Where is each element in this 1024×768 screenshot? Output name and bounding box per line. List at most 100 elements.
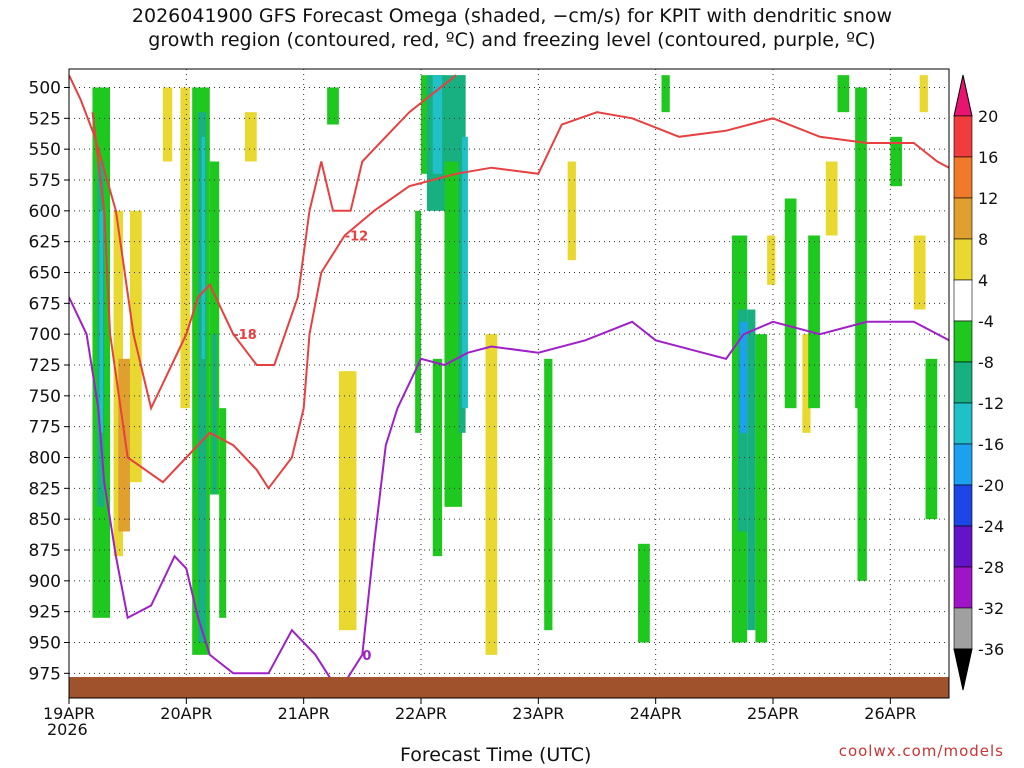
omega-cell-31 — [747, 309, 756, 631]
omega-cell-18 — [444, 161, 463, 507]
colorbar-swatch-13 — [953, 607, 973, 650]
chart-title: 2026041900 GFS Forecast Omega (shaded, −… — [0, 4, 1024, 52]
y-tick-label-2: 550 — [29, 140, 61, 160]
colorbar-label-6: -8 — [978, 353, 994, 372]
y-tick-label-0: 500 — [29, 79, 61, 99]
colorbar-label-7: -12 — [978, 394, 1004, 413]
omega-cell-8 — [201, 136, 206, 359]
x-tick-label-1: 20APR — [160, 704, 212, 723]
colorbar-swatch-4 — [953, 238, 973, 281]
colorbar-label-10: -24 — [978, 517, 1004, 536]
grid-lines — [69, 69, 949, 698]
omega-cell-19 — [458, 75, 466, 433]
y-tick-label-15: 875 — [29, 541, 61, 561]
contour--18 — [69, 74, 457, 412]
colorbar-swatch-9 — [953, 443, 973, 486]
omega-cell-9 — [209, 161, 220, 495]
omega-cell-24 — [544, 358, 553, 631]
colorbar-label-1: 16 — [978, 148, 998, 167]
colorbar-swatch-1 — [953, 115, 973, 158]
contour-label--18: -18 — [233, 328, 257, 343]
colorbar-arrow-bottom — [953, 648, 973, 691]
colorbar: 20 16 12 8 4 -4 -8 -12 -16 -20 -24 -28 -32 -36 — [953, 74, 1004, 691]
contour-label--12: -12 — [345, 230, 369, 245]
omega-cell-14 — [245, 112, 257, 162]
colorbar-swatch-7 — [953, 361, 973, 404]
y-tick-label-12: 800 — [29, 449, 61, 469]
omega-cell-30 — [740, 321, 748, 433]
omega-cell-34 — [784, 198, 797, 409]
x-tick-label-3: 22APR — [395, 704, 447, 723]
y-tick-label-1: 525 — [29, 109, 61, 129]
omega-cell-44 — [162, 87, 173, 162]
omega-shading — [92, 75, 938, 655]
y-tick-label-3: 575 — [29, 171, 61, 191]
colorbar-swatch-6 — [953, 320, 973, 363]
colorbar-label-2: 12 — [978, 189, 998, 208]
omega-cell-27 — [661, 75, 670, 113]
y-tick-label-11: 775 — [29, 418, 61, 438]
y-tick-label-13: 825 — [29, 479, 61, 499]
colorbar-label-5: -4 — [978, 312, 994, 331]
omega-cell-17 — [432, 75, 443, 174]
y-tick-label-6: 650 — [29, 264, 61, 284]
colorbar-label-12: -32 — [978, 599, 1004, 618]
y-tick-label-7: 675 — [29, 294, 61, 314]
colorbar-arrow-top — [953, 74, 973, 117]
colorbar-label-13: -36 — [978, 640, 1004, 659]
colorbar-swatch-11 — [953, 525, 973, 568]
colorbar-swatch-10 — [953, 484, 973, 527]
omega-cell-40 — [890, 136, 903, 187]
x-year-label: 2026 — [47, 720, 88, 739]
y-tick-label-10: 750 — [29, 387, 61, 407]
y-tick-label-5: 625 — [29, 233, 61, 253]
contour-0 — [69, 296, 949, 694]
omega-cell-23 — [485, 334, 498, 655]
chart-title-line-1: 2026041900 GFS Forecast Omega (shaded, −… — [131, 5, 893, 27]
x-axis-label: Forecast Time (UTC) — [400, 744, 592, 766]
omega-cell-7 — [198, 112, 207, 643]
omega-cell-2 — [99, 210, 104, 433]
omega-cell-33 — [767, 235, 776, 285]
omega-cell-22 — [432, 358, 443, 557]
colorbar-label-8: -16 — [978, 435, 1004, 454]
x-tick-label-6: 25APR — [747, 704, 799, 723]
contours: -18 -12 0 — [69, 74, 949, 694]
omega-cell-32 — [755, 334, 768, 643]
source-credit[interactable]: coolwx.com/models — [838, 742, 1004, 760]
omega-cell-37 — [825, 161, 838, 236]
omega-cell-38 — [855, 87, 867, 409]
x-tick-label-0: 19APR — [43, 704, 95, 723]
omega-cell-35 — [802, 334, 811, 433]
colorbar-label-4: 4 — [978, 271, 988, 290]
omega-cell-4 — [118, 358, 131, 532]
x-axis-ticks: 19APR 20APR 21APR 22APR 23APR 24APR 25APR 26APR — [43, 698, 916, 723]
terrain-band — [69, 677, 949, 698]
omega-cell-26 — [638, 543, 650, 643]
plot-frame — [68, 68, 950, 699]
y-tick-label-4: 600 — [29, 202, 61, 222]
omega-cell-20 — [462, 136, 468, 409]
omega-cell-21 — [415, 210, 421, 433]
colorbar-swatch-8 — [953, 402, 973, 445]
omega-cell-46 — [837, 75, 850, 113]
y-tick-label-14: 850 — [29, 510, 61, 530]
omega-cell-10 — [212, 334, 217, 495]
colorbar-swatch-5 — [953, 279, 973, 322]
omega-cell-11 — [219, 408, 227, 618]
x-tick-label-4: 23APR — [512, 704, 564, 723]
y-tick-label-8: 700 — [29, 325, 61, 345]
colorbar-swatch-12 — [953, 566, 973, 609]
contour-label-0: 0 — [362, 649, 371, 664]
omega-cell-43 — [925, 358, 938, 520]
omega-cell-36 — [808, 235, 820, 409]
y-tick-label-18: 950 — [29, 634, 61, 654]
colorbar-label-3: 8 — [978, 230, 988, 249]
omega-cell-13 — [338, 371, 357, 631]
x-tick-label-2: 21APR — [278, 704, 330, 723]
colorbar-label-0: 20 — [978, 107, 998, 126]
omega-cell-39 — [857, 334, 867, 581]
y-axis-ticks: 500 525 550 575 600 625 650 675 700 725 750 775 800 8… — [29, 79, 69, 684]
colorbar-label-11: -28 — [978, 558, 1004, 577]
